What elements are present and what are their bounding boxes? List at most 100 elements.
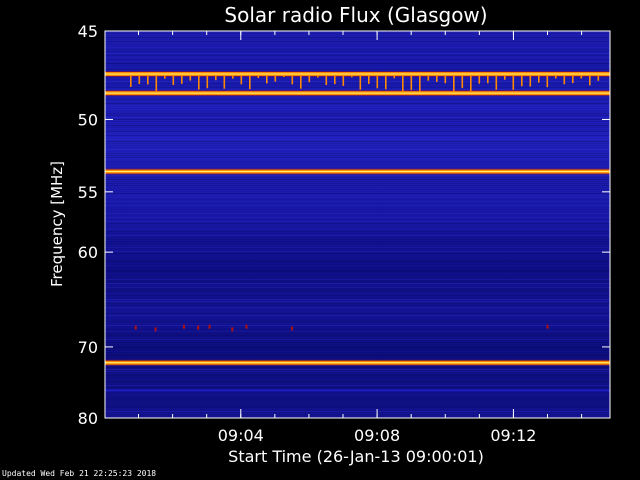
noise-stripe [105, 33, 610, 34]
noise-stripe [105, 59, 610, 60]
noise-stripe [105, 259, 610, 260]
noise-stripe [105, 335, 610, 336]
interference-tick [215, 75, 217, 81]
interference-tick [368, 75, 370, 84]
noise-stripe [105, 413, 610, 414]
interference-tick [470, 75, 472, 92]
interference-tick [351, 75, 353, 78]
noise-stripe [105, 63, 610, 64]
y-tick-label: 60 [78, 243, 98, 262]
interference-tick [393, 75, 396, 79]
noise-stripe [105, 57, 610, 58]
emission-line-core [105, 73, 610, 75]
noise-stripe [105, 227, 610, 228]
burst-mark [231, 327, 234, 332]
interference-tick [521, 75, 523, 87]
noise-stripe [105, 123, 610, 124]
interference-tick [402, 75, 404, 93]
noise-stripe [105, 355, 610, 356]
noise-stripe [105, 287, 610, 288]
interference-tick [181, 75, 183, 84]
burst-mark [290, 326, 293, 331]
noise-stripe [105, 207, 610, 208]
noise-stripe [105, 291, 610, 292]
plot-area [105, 31, 610, 418]
noise-stripe [105, 201, 610, 202]
plot-frame [104, 30, 611, 419]
noise-stripe [105, 129, 610, 130]
noise-stripe [105, 281, 610, 282]
noise-stripe [105, 331, 610, 332]
noise-stripe [105, 101, 610, 102]
noise-stripe [105, 125, 610, 126]
interference-tick [597, 75, 600, 81]
noise-stripe [105, 163, 610, 164]
noise-stripe [105, 169, 610, 170]
noise-stripe [105, 353, 610, 354]
noise-stripe [105, 293, 610, 294]
noise-stripe [105, 255, 610, 256]
noise-stripe [105, 371, 610, 372]
noise-stripe [105, 323, 610, 324]
noise-stripe [105, 113, 610, 114]
noise-stripe [105, 403, 610, 404]
noise-stripe [105, 71, 610, 72]
interference-tick [130, 75, 132, 87]
noise-stripe [105, 295, 610, 296]
burst-mark [197, 325, 200, 330]
noise-stripe [105, 339, 610, 340]
y-tick-label: 45 [78, 22, 98, 41]
interference-tick [376, 75, 379, 89]
noise-stripe [105, 253, 610, 254]
burst-mark [154, 327, 157, 332]
noise-stripe [105, 69, 610, 70]
burst-mark [182, 324, 185, 329]
noise-stripe [105, 51, 610, 52]
interference-tick [563, 75, 566, 85]
interference-tick [342, 75, 345, 86]
noise-stripe [105, 299, 610, 300]
noise-stripe [105, 243, 610, 244]
interference-tick [266, 75, 268, 84]
interference-tick [300, 75, 302, 89]
interference-tick [580, 75, 583, 79]
interference-tick [478, 75, 481, 84]
noise-stripe [105, 351, 610, 352]
noise-stripe [105, 39, 610, 40]
chart-title: Solar radio Flux (Glasgow) [224, 3, 487, 27]
noise-stripe [105, 53, 610, 54]
noise-stripe [105, 157, 610, 158]
noise-stripe [105, 241, 610, 242]
noise-stripe [105, 197, 610, 198]
noise-stripe [105, 127, 610, 128]
noise-stripe [105, 311, 610, 312]
noise-stripe [105, 289, 610, 290]
noise-stripe [105, 257, 610, 258]
noise-stripe [105, 385, 610, 386]
noise-stripe [105, 79, 610, 80]
interference-tick [308, 75, 311, 83]
burst-mark [546, 324, 549, 329]
interference-tick [572, 75, 574, 84]
noise-stripe [105, 327, 610, 328]
y-tick-label: 55 [78, 183, 98, 202]
interference-tick [223, 75, 226, 89]
noise-stripe [105, 375, 610, 376]
interference-tick [206, 75, 209, 89]
noise-stripe [105, 55, 610, 56]
noise-stripe [105, 409, 610, 410]
noise-stripe [105, 379, 610, 380]
x-tick-label: 09:12 [490, 426, 536, 445]
noise-stripe [105, 391, 610, 392]
noise-stripe [105, 267, 610, 268]
noise-stripe [105, 309, 610, 310]
interference-tick [495, 75, 498, 90]
interference-tick [504, 75, 506, 80]
interference-tick [453, 75, 455, 92]
interference-tick [538, 75, 540, 83]
noise-stripe [105, 97, 610, 98]
noise-stripe [105, 77, 610, 78]
noise-stripe [105, 383, 610, 384]
noise-stripe [105, 367, 610, 368]
noise-stripe [105, 175, 610, 176]
